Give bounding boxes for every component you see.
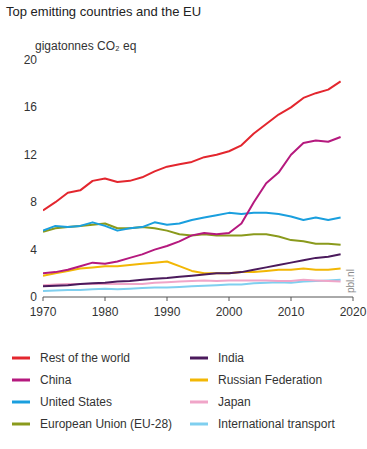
series-line [43, 213, 341, 231]
title: Top emitting countries and the EU [6, 4, 201, 19]
y-tick [40, 154, 43, 155]
y-tick [40, 202, 43, 203]
legend-swatch [190, 423, 208, 426]
x-tick-label: 1990 [154, 305, 181, 319]
y-tick-label: 12 [24, 148, 38, 162]
x-axis-line [43, 297, 353, 298]
x-tick [353, 297, 354, 301]
legend-swatch [12, 379, 30, 382]
legend-swatch [190, 357, 208, 360]
x-tick [105, 297, 106, 301]
series-line [43, 224, 341, 245]
y-tick [40, 107, 43, 108]
y-axis-label: gigatonnes CO₂ eq [35, 39, 136, 53]
legend-label: International transport [218, 417, 335, 431]
legend-label: European Union (EU-28) [40, 417, 172, 431]
legend-swatch [12, 401, 30, 404]
legend-label: United States [40, 395, 112, 409]
legend-label: India [218, 351, 244, 365]
series-line [43, 137, 341, 273]
x-tick [43, 297, 44, 301]
series-line [43, 81, 341, 210]
legend-swatch [12, 357, 30, 360]
legend-label: China [40, 373, 72, 387]
x-tick [167, 297, 168, 301]
y-tick-label: 20 [24, 53, 38, 67]
x-tick-label: 2010 [278, 305, 305, 319]
plot-area [43, 81, 341, 291]
legend-swatch [190, 401, 208, 404]
series-line [43, 254, 341, 286]
series-line [43, 280, 341, 291]
legend-swatch [12, 423, 30, 426]
y-tick [40, 249, 43, 250]
x-tick [229, 297, 230, 301]
y-tick-label: 4 [30, 243, 37, 257]
y-tick-label: 8 [30, 195, 37, 209]
y-tick-label: 16 [24, 100, 38, 114]
x-tick-label: 2020 [340, 305, 367, 319]
y-tick [40, 60, 43, 61]
chart: Top emitting countries and the EU gigaton… [0, 0, 367, 449]
legend-swatch [190, 379, 208, 382]
x-tick-label: 1970 [30, 305, 57, 319]
x-tick [291, 297, 292, 301]
annotation: pbl.nl [345, 269, 356, 293]
legend-label: Rest of the world [40, 351, 130, 365]
y-tick-label: 0 [30, 290, 37, 304]
x-tick-label: 2000 [216, 305, 243, 319]
legend-label: Russian Federation [218, 373, 322, 387]
x-tick-label: 1980 [92, 305, 119, 319]
legend-label: Japan [218, 395, 251, 409]
